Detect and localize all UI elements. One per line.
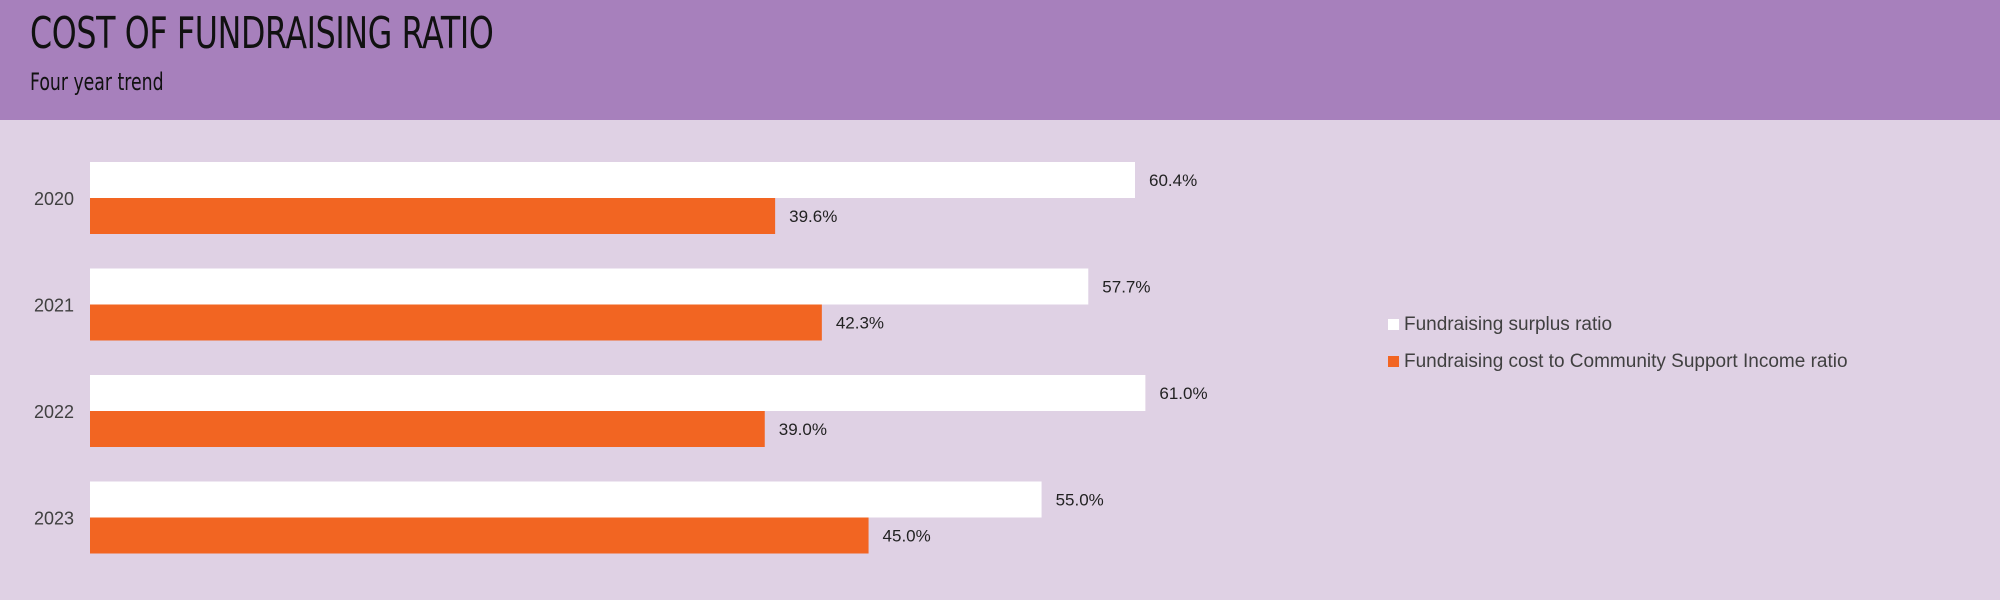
y-tick-label-2022: 2022 bbox=[34, 402, 74, 422]
y-tick-label-2023: 2023 bbox=[34, 509, 74, 529]
bar-surplus-2022 bbox=[90, 375, 1146, 411]
bar-surplus-2020 bbox=[90, 162, 1135, 198]
legend-label-surplus: Fundraising surplus ratio bbox=[1404, 313, 1613, 335]
page-title: COST OF FUNDRAISING RATIO bbox=[30, 8, 494, 59]
chart-legend: Fundraising surplus ratio Fundraising co… bbox=[1388, 306, 1848, 380]
bar-chart: 2020 60.4% 39.6% 2021 57.7% 42.3% 2022 61.0% 39.… bbox=[34, 162, 1208, 554]
data-label-surplus-2022: 61.0% bbox=[1159, 384, 1207, 403]
y-tick-label-2020: 2020 bbox=[34, 189, 74, 209]
data-label-surplus-2021: 57.7% bbox=[1102, 278, 1150, 297]
data-label-cost-2023: 45.0% bbox=[883, 527, 931, 546]
data-label-cost-2020: 39.6% bbox=[789, 207, 837, 226]
legend-item-cost: Fundraising cost to Community Support In… bbox=[1388, 343, 1848, 380]
legend-swatch-surplus bbox=[1388, 319, 1399, 330]
bar-cost-2021 bbox=[90, 304, 822, 341]
legend-label-cost: Fundraising cost to Community Support In… bbox=[1404, 350, 1848, 372]
data-label-cost-2021: 42.3% bbox=[836, 314, 884, 333]
bar-surplus-2023 bbox=[90, 481, 1042, 518]
bar-cost-2022 bbox=[90, 411, 765, 447]
data-label-surplus-2023: 55.0% bbox=[1056, 491, 1104, 510]
data-label-surplus-2020: 60.4% bbox=[1149, 171, 1197, 190]
bar-surplus-2021 bbox=[90, 268, 1089, 305]
page-subtitle: Four year trend bbox=[30, 68, 164, 96]
legend-item-surplus: Fundraising surplus ratio bbox=[1388, 306, 1848, 343]
data-label-cost-2022: 39.0% bbox=[779, 420, 827, 439]
bar-cost-2023 bbox=[90, 517, 869, 554]
header-banner: COST OF FUNDRAISING RATIO Four year tren… bbox=[0, 0, 2000, 120]
y-tick-label-2021: 2021 bbox=[34, 296, 74, 316]
bar-cost-2020 bbox=[90, 198, 776, 234]
legend-swatch-cost bbox=[1388, 356, 1399, 367]
